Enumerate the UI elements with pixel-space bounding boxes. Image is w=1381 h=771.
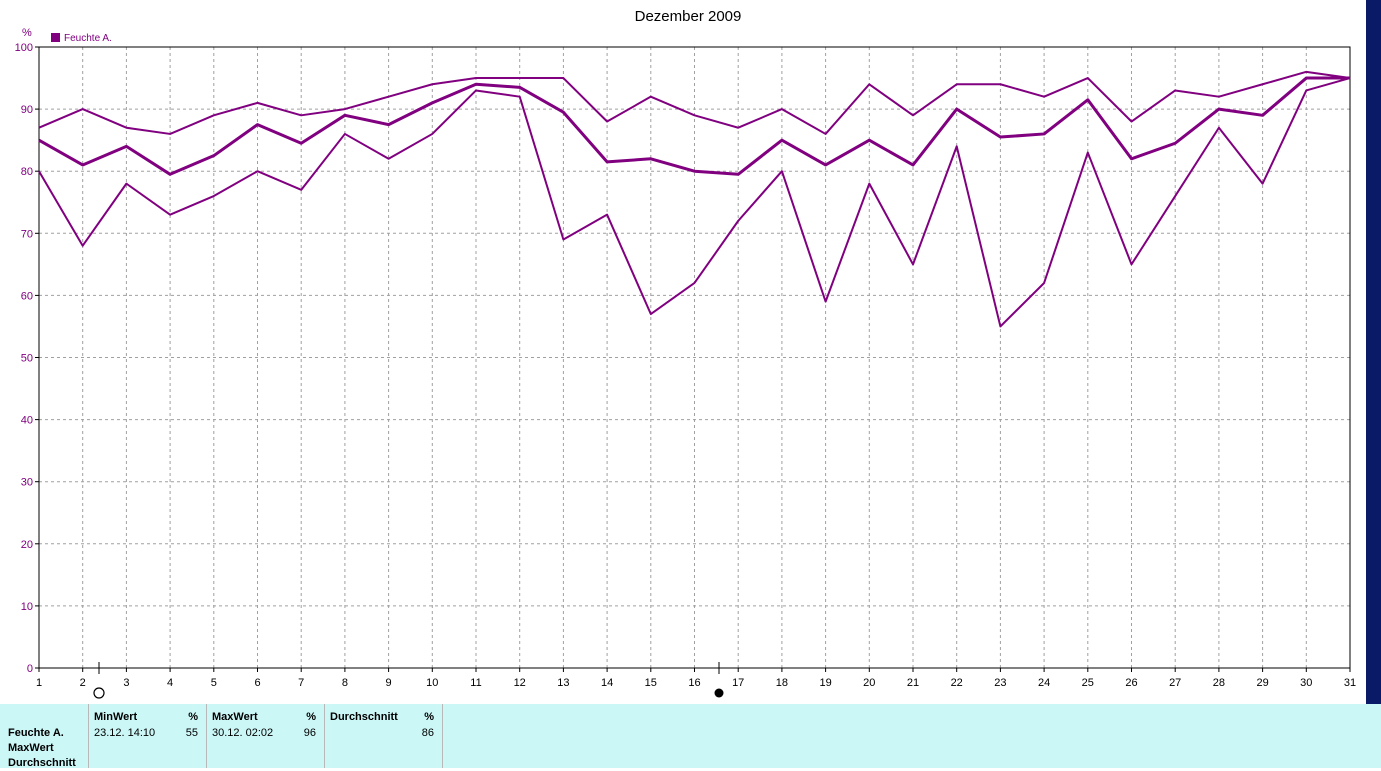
x-tick-label: 11 [470, 677, 481, 689]
y-tick-label: 10 [21, 601, 33, 613]
x-tick-label: 31 [1344, 677, 1356, 689]
x-tick-label: 12 [514, 677, 526, 689]
x-tick-label: 18 [776, 677, 788, 689]
avg-column: Durchschnitt % 86 [324, 704, 443, 768]
row-label-sensor: Feuchte A. [8, 727, 64, 739]
x-tick-label: 4 [167, 677, 173, 689]
y-ticks: 0 10 20 30 40 50 60 70 80 90 100 [15, 42, 39, 675]
legend-swatch [51, 33, 60, 42]
x-tick-label: 5 [211, 677, 217, 689]
series-lines [38, 70, 1351, 328]
x-tick-label: 25 [1082, 677, 1094, 689]
series-line-avg [38, 76, 1350, 176]
x-tick-label: 10 [426, 677, 438, 689]
y-tick-label: 30 [21, 477, 33, 489]
stats-row-labels: Feuchte A. MaxWert Durchschnitt [8, 726, 88, 771]
x-tick-label: 7 [298, 677, 304, 689]
avg-header: Durchschnitt [330, 711, 398, 723]
x-tick-label: 16 [688, 677, 700, 689]
min-unit: % [188, 711, 198, 723]
y-tick-label: 50 [21, 353, 33, 365]
x-tick-label: 19 [819, 677, 831, 689]
x-tick-label: 24 [1038, 677, 1050, 689]
row-label-avg: Durchschnitt [8, 757, 76, 769]
x-tick-label: 29 [1256, 677, 1268, 689]
humidity-chart: Dezember 2009 % Feuchte A. 0102030405060… [15, 8, 1356, 699]
series-line-max [38, 70, 1351, 135]
max-time: 30.12. 02:02 [212, 727, 274, 739]
grid-lines [39, 47, 1350, 668]
x-ticks: 1 2 3 4 5 6 7 8 9 10 11 12 13 14 15 16 17 18 19 20 21 22 23 24 2… [36, 668, 1356, 689]
y-tick-label: 20 [21, 539, 33, 551]
min-value: 55 [185, 727, 198, 739]
x-tick-label: 20 [863, 677, 875, 689]
y-tick-label: 80 [21, 166, 33, 178]
max-unit: % [306, 711, 316, 723]
x-tick-label: 1 [36, 677, 42, 689]
window-edge [1366, 0, 1381, 704]
x-tick-label: 6 [254, 677, 260, 689]
x-tick-label: 26 [1125, 677, 1137, 689]
new-moon-icon [714, 688, 724, 698]
y-axis-unit: % [22, 27, 32, 39]
y-tick-label: 0 [27, 663, 33, 675]
y-tick-label: 40 [21, 415, 33, 427]
x-tick-label: 21 [907, 677, 919, 689]
stats-panel: Feuchte A. MaxWert Durchschnitt MinWert … [0, 704, 1381, 771]
x-tick-label: 22 [951, 677, 963, 689]
x-tick-label: 15 [645, 677, 657, 689]
x-tick-label: 27 [1169, 677, 1181, 689]
full-moon-icon [93, 687, 105, 699]
max-column: MaxWert % 30.12. 02:02 96 [206, 704, 324, 768]
y-tick-label: 90 [21, 104, 33, 116]
row-label-max: MaxWert [8, 742, 54, 754]
min-column: MinWert % 23.12. 14:10 55 [88, 704, 206, 768]
series-line-min [38, 77, 1351, 328]
x-tick-label: 2 [80, 677, 86, 689]
max-value: 96 [303, 727, 316, 739]
x-tick-label: 3 [123, 677, 129, 689]
y-tick-label: 60 [21, 290, 33, 302]
y-tick-label: 70 [21, 228, 33, 240]
plot-frame [38, 46, 1351, 669]
x-tick-label: 8 [342, 677, 348, 689]
chart-title: Dezember 2009 [635, 8, 742, 25]
min-header: MinWert [94, 711, 138, 723]
x-tick-label: 9 [386, 677, 392, 689]
max-header: MaxWert [212, 711, 258, 723]
avg-unit: % [424, 711, 434, 723]
x-tick-label: 13 [557, 677, 569, 689]
x-tick-label: 17 [732, 677, 744, 689]
avg-value: 86 [421, 727, 434, 739]
min-time: 23.12. 14:10 [94, 727, 156, 739]
x-tick-label: 30 [1300, 677, 1312, 689]
x-tick-label: 23 [994, 677, 1006, 689]
legend-label: Feuchte A. [64, 33, 112, 44]
x-tick-label: 14 [601, 677, 613, 689]
y-tick-label: 100 [15, 42, 33, 54]
x-tick-label: 28 [1213, 677, 1225, 689]
